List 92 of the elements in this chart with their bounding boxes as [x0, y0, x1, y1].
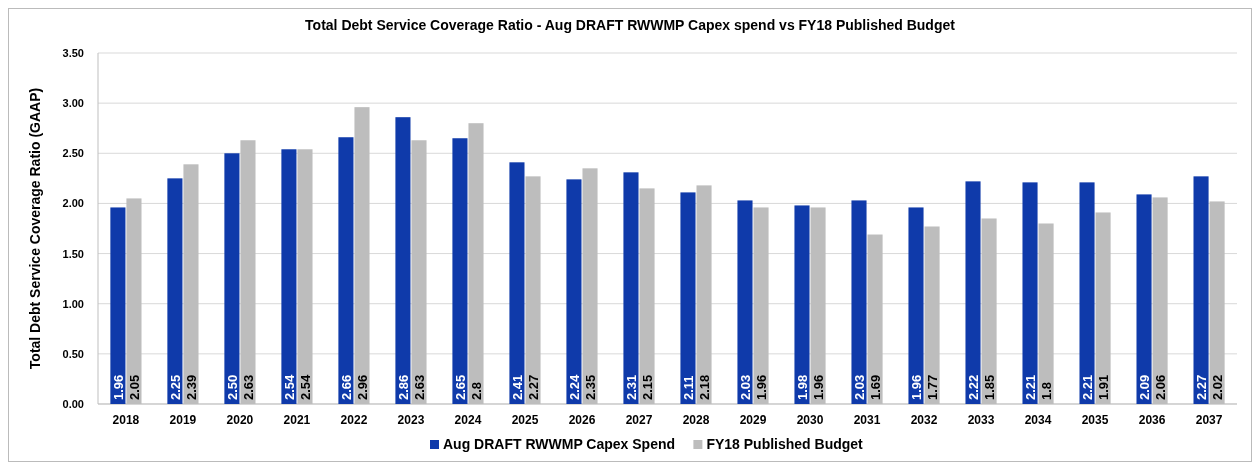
bar — [167, 178, 183, 404]
data-label: 2.27 — [1194, 374, 1210, 400]
x-tick-label: 2031 — [853, 413, 881, 427]
bar — [965, 181, 981, 404]
x-tick-label: 2035 — [1081, 413, 1109, 427]
data-label: 2.86 — [395, 374, 411, 400]
data-label: 2.03 — [737, 374, 753, 400]
data-label: 2.35 — [583, 374, 599, 400]
x-tick-label: 2022 — [340, 413, 368, 427]
bar — [1136, 194, 1152, 404]
data-label: 2.41 — [509, 374, 525, 400]
text: 0.50 — [62, 347, 84, 360]
text: 3.00 — [62, 97, 84, 110]
chart-title: Total Debt Service Coverage Ratio - Aug DRAFT RWWMP Capex spend vs FY18 Published Budget — [305, 17, 956, 33]
data-label: 2.96 — [354, 374, 370, 400]
data-label: 2.15 — [640, 374, 656, 400]
bar — [452, 138, 468, 404]
bar — [680, 192, 696, 404]
bar — [737, 200, 753, 404]
x-tick-label: 2021 — [283, 413, 311, 427]
data-label: 1.8 — [1039, 381, 1055, 400]
bar — [908, 207, 924, 404]
data-label: 2.50 — [224, 374, 240, 400]
bar — [1022, 182, 1038, 404]
bar — [623, 172, 639, 404]
data-label: 2.31 — [623, 374, 639, 400]
text: 1.50 — [62, 247, 84, 260]
bar — [110, 207, 126, 404]
bar — [395, 117, 411, 404]
y-axis-title: Total Debt Service Coverage Ratio (GAAP) — [27, 87, 43, 370]
bar — [566, 179, 582, 404]
data-label: 1.96 — [909, 374, 925, 400]
data-label: 1.91 — [1096, 374, 1112, 400]
x-tick-label: 2036 — [1138, 413, 1166, 427]
data-label: 2.03 — [852, 374, 867, 400]
data-label: 2.27 — [526, 374, 542, 400]
bar — [851, 200, 867, 404]
text: 2.00 — [62, 197, 84, 210]
x-tick-label: 2018 — [112, 413, 140, 427]
bar — [1079, 182, 1095, 404]
text: 1.00 — [62, 297, 84, 310]
data-label: 2.18 — [697, 374, 713, 400]
data-label: 2.54 — [281, 373, 297, 400]
data-label: 2.65 — [452, 374, 468, 400]
x-tick-label: 2034 — [1024, 413, 1052, 427]
data-label: 2.8 — [469, 381, 484, 400]
x-tick-label: 2020 — [226, 413, 254, 427]
x-tick-label: 2030 — [796, 413, 824, 427]
data-label: 1.69 — [868, 374, 884, 400]
data-label: 2.25 — [167, 374, 183, 400]
x-tick-label: 2029 — [739, 413, 767, 427]
x-tick-label: 2023 — [397, 413, 425, 427]
x-tick-label: 2033 — [967, 413, 995, 427]
data-label: 2.63 — [240, 374, 256, 400]
data-label: 2.05 — [126, 374, 142, 400]
data-label: 2.63 — [411, 374, 427, 400]
x-tick-label: 2027 — [625, 413, 653, 427]
x-tick-label: 2032 — [910, 413, 938, 427]
data-label: 1.96 — [811, 374, 827, 400]
legend-label: Aug DRAFT RWWMP Capex Spend — [443, 436, 676, 452]
data-label: 1.85 — [982, 374, 998, 400]
data-label: 1.98 — [794, 374, 810, 400]
data-label: 2.39 — [183, 374, 199, 400]
bar — [224, 153, 240, 404]
data-label: 1.77 — [925, 374, 941, 400]
data-label: 1.96 — [110, 374, 126, 400]
text: 2.50 — [62, 147, 84, 160]
data-label: 2.06 — [1153, 374, 1169, 400]
data-label: 2.02 — [1210, 374, 1226, 400]
data-label: 2.21 — [1080, 374, 1096, 400]
bar — [1193, 176, 1209, 404]
text: 3.50 — [62, 47, 84, 59]
x-tick-label: 2028 — [682, 413, 710, 427]
data-label: 2.24 — [566, 373, 582, 400]
legend-label: FY18 Published Budget — [706, 436, 864, 452]
x-tick-label: 2026 — [568, 413, 596, 427]
x-tick-label: 2037 — [1195, 413, 1223, 427]
bar — [338, 137, 354, 404]
data-label: 2.22 — [966, 374, 982, 400]
text: 0.00 — [62, 398, 84, 410]
data-label: 2.09 — [1137, 374, 1153, 400]
x-tick-label: 2024 — [454, 413, 482, 427]
bar — [281, 149, 297, 404]
data-label: 1.96 — [754, 374, 770, 400]
bar — [794, 205, 810, 404]
data-label: 2.54 — [297, 373, 313, 400]
data-label: 2.21 — [1023, 374, 1039, 400]
bar — [509, 162, 525, 404]
data-label: 2.11 — [680, 375, 696, 400]
data-label: 2.66 — [338, 374, 354, 400]
x-tick-label: 2025 — [511, 413, 539, 427]
x-tick-label: 2019 — [169, 413, 197, 427]
